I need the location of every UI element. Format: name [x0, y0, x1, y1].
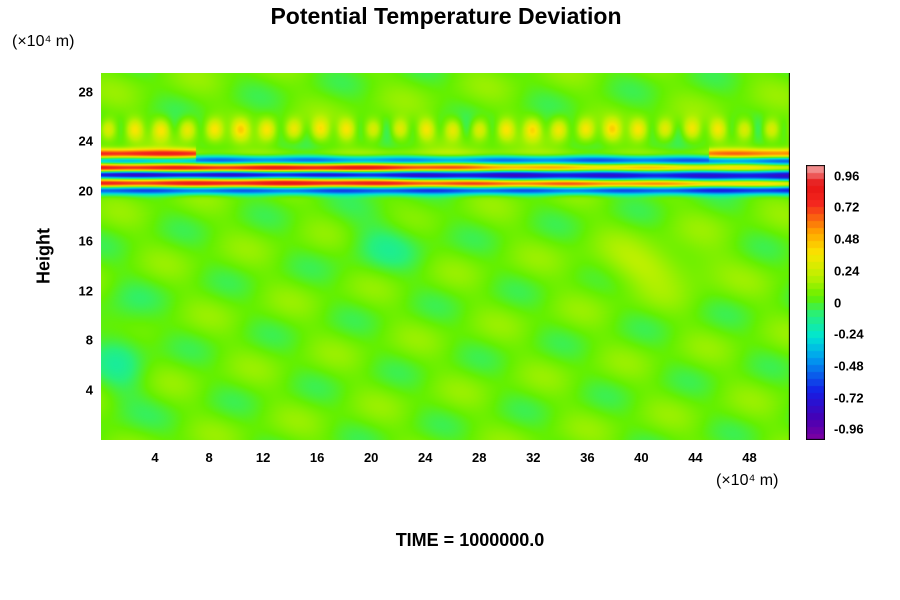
colorbar-tick-label: 0.72	[834, 199, 860, 215]
x-tick-label: 24	[418, 450, 433, 465]
x-axis-unit: (×10⁴ m)	[716, 472, 779, 489]
y-tick-label: 12	[78, 283, 93, 299]
colorbar-tick-label: -0.24	[834, 326, 864, 342]
x-tick-label: 36	[580, 450, 595, 465]
x-tick-label: 48	[742, 450, 757, 465]
y-tick-label: 16	[78, 233, 93, 249]
y-tick-label: 24	[78, 133, 93, 149]
y-tick-label: 20	[78, 183, 93, 199]
colorbar	[806, 165, 825, 440]
x-tick-label: 16	[309, 450, 325, 465]
colorbar-tick-label: 0.48	[834, 231, 860, 247]
heatmap-plot-area	[101, 73, 790, 440]
x-tick-label: 8	[205, 450, 213, 465]
x-tick-label: 32	[526, 450, 541, 465]
chart-title: Potential Temperature Deviation	[270, 3, 622, 29]
colorbar-tick-label: -0.72	[834, 390, 864, 406]
x-tick-label: 40	[634, 450, 649, 465]
x-tick-label: 12	[255, 450, 271, 465]
colorbar-tick-label: -0.96	[834, 421, 864, 437]
y-axis-label: Height	[33, 228, 54, 284]
colorbar-tick-label: 0	[834, 295, 842, 310]
x-tick-label: 20	[363, 450, 379, 465]
y-tick-label: 8	[85, 332, 93, 348]
x-tick-label: 44	[688, 450, 703, 465]
colorbar-tick-label: 0.24	[834, 263, 860, 279]
x-tick-label: 4	[151, 450, 159, 465]
colorbar-tick-label: -0.48	[834, 358, 864, 374]
y-axis-unit: (×10⁴ m)	[12, 33, 75, 50]
y-tick-label: 28	[78, 84, 93, 100]
x-tick-label: 28	[472, 450, 487, 465]
time-label: TIME = 1000000.0	[395, 530, 545, 550]
colorbar-tick-label: 0.96	[834, 168, 860, 184]
y-tick-label: 4	[85, 382, 93, 398]
